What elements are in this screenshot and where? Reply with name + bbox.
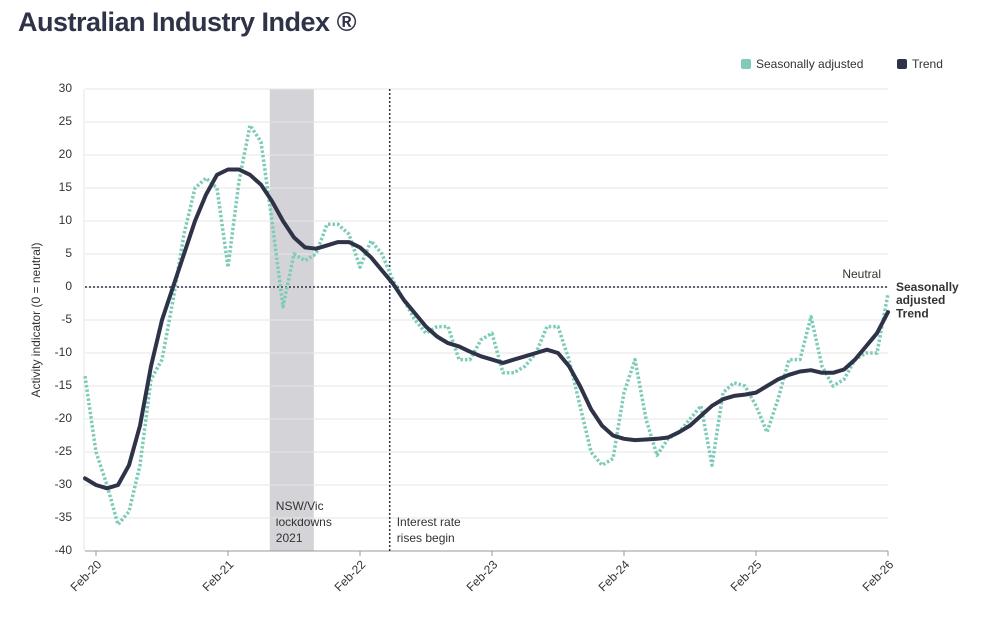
legend-swatch — [741, 59, 751, 69]
x-tick-label: Feb-25 — [728, 557, 765, 594]
annotation-text: Interest rate — [397, 515, 461, 529]
annotation-text: NSW/Vic — [276, 499, 324, 513]
y-tick-label: 25 — [59, 114, 73, 128]
y-tick-label: -40 — [55, 543, 73, 557]
legend-swatch — [897, 59, 907, 69]
end-label: Trend — [896, 306, 929, 320]
series-line — [83, 123, 890, 527]
y-tick-label: -15 — [55, 378, 73, 392]
y-tick-label: 30 — [59, 81, 73, 95]
y-tick-label: -5 — [61, 312, 72, 326]
y-tick-label: 5 — [65, 246, 72, 260]
y-tick-label: -35 — [55, 510, 73, 524]
y-tick-label: 15 — [59, 180, 73, 194]
x-tick-label: Feb-23 — [464, 557, 501, 594]
x-tick-label: Feb-24 — [596, 557, 633, 594]
x-tick-label: Feb-21 — [200, 557, 237, 594]
legend-label: Trend — [912, 57, 943, 71]
x-tick-label: Feb-22 — [332, 557, 369, 594]
y-tick-label: -30 — [55, 477, 73, 491]
annotation-text: 2021 — [276, 531, 303, 545]
y-tick-label: -25 — [55, 444, 73, 458]
end-label: adjusted — [896, 293, 945, 307]
y-tick-label: -20 — [55, 411, 73, 425]
annotation-text: lockdowns — [276, 515, 332, 529]
y-tick-label: 10 — [59, 213, 73, 227]
y-axis-title: Activity indicator (0 = neutral) — [29, 242, 43, 397]
x-tick-label: Feb-20 — [68, 557, 105, 594]
y-tick-label: -10 — [55, 345, 73, 359]
y-tick-label: 0 — [65, 279, 72, 293]
y-tick-label: 20 — [59, 147, 73, 161]
series-line — [83, 167, 890, 491]
annotation-text: rises begin — [397, 531, 455, 545]
legend-label: Seasonally adjusted — [756, 57, 863, 71]
neutral-label: Neutral — [842, 267, 881, 281]
x-tick-label: Feb-26 — [860, 557, 897, 594]
end-label: Seasonally — [896, 280, 959, 294]
chart-title: Australian Industry Index ® — [18, 7, 357, 37]
